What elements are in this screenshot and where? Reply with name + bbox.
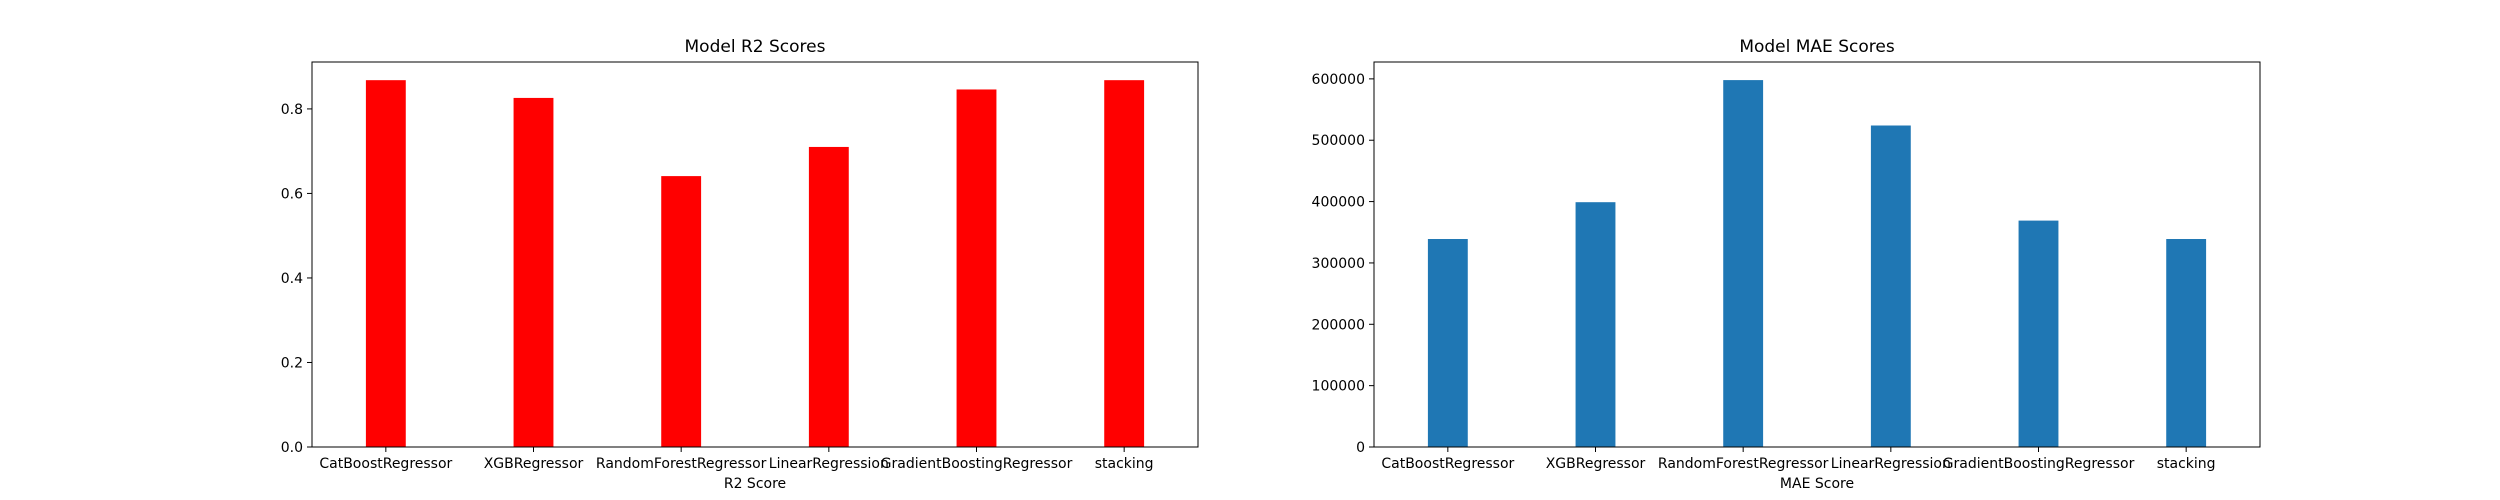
r2-chart: Model R2 Scores R2 Score CatBoostRegress… [281, 37, 1199, 492]
r2-bar [956, 89, 997, 447]
mae-y-tick-label: 300000 [1312, 256, 1365, 272]
mae-x-tick-label: LinearRegression [1831, 456, 1951, 472]
mae-x-tick-label: GradientBoostingRegressor [1943, 456, 2135, 472]
mae-x-tick-label: stacking [2157, 456, 2216, 472]
r2-axes-frame [311, 61, 1199, 448]
mae-bar [1575, 202, 1616, 447]
mae-bar [1427, 239, 1468, 447]
mae-y-tick-label: 600000 [1312, 72, 1365, 88]
r2-x-tick-label: LinearRegression [769, 456, 889, 472]
mae-y-tick-label: 500000 [1312, 133, 1365, 149]
r2-bar [365, 80, 406, 448]
mae-x-axis-label: MAE Score [1780, 476, 1854, 492]
mae-axes-frame [1373, 61, 2261, 448]
mae-y-tick-label: 400000 [1312, 195, 1365, 211]
r2-x-tick-label: RandomForestRegressor [596, 456, 767, 472]
r2-y-tick-label: 0.2 [281, 355, 303, 371]
r2-y-tick-label: 0.8 [281, 102, 303, 118]
r2-bar [808, 146, 849, 447]
r2-y-tick-label: 0.4 [281, 271, 303, 287]
mae-x-tick-label: XGBRegressor [1546, 456, 1646, 472]
mae-y-tick-label: 100000 [1312, 379, 1365, 395]
r2-bar [513, 97, 554, 448]
r2-bar [1104, 80, 1145, 448]
r2-chart-title: Model R2 Scores [685, 37, 826, 57]
r2-y-tick-label: 0.6 [281, 186, 303, 202]
mae-x-tick-label: CatBoostRegressor [1381, 456, 1514, 472]
mae-bar [2018, 220, 2059, 447]
mae-y-tick-label: 0 [1356, 440, 1365, 456]
mae-bar [2166, 239, 2207, 447]
mae-bar [1723, 80, 1764, 447]
mae-x-tick-label: RandomForestRegressor [1658, 456, 1829, 472]
mae-chart: Model MAE Scores MAE Score CatBoostRegre… [1312, 37, 2261, 492]
mae-y-tick-label: 200000 [1312, 317, 1365, 333]
mae-bar [1870, 125, 1911, 448]
mae-chart-title: Model MAE Scores [1739, 37, 1895, 57]
r2-x-axis-label: R2 Score [724, 476, 786, 492]
r2-x-tick-label: XGBRegressor [484, 456, 584, 472]
r2-bar [661, 176, 702, 447]
r2-y-tick-label: 0.0 [281, 440, 303, 456]
r2-x-tick-label: stacking [1095, 456, 1154, 472]
r2-x-tick-label: CatBoostRegressor [319, 456, 452, 472]
r2-x-tick-label: GradientBoostingRegressor [881, 456, 1073, 472]
